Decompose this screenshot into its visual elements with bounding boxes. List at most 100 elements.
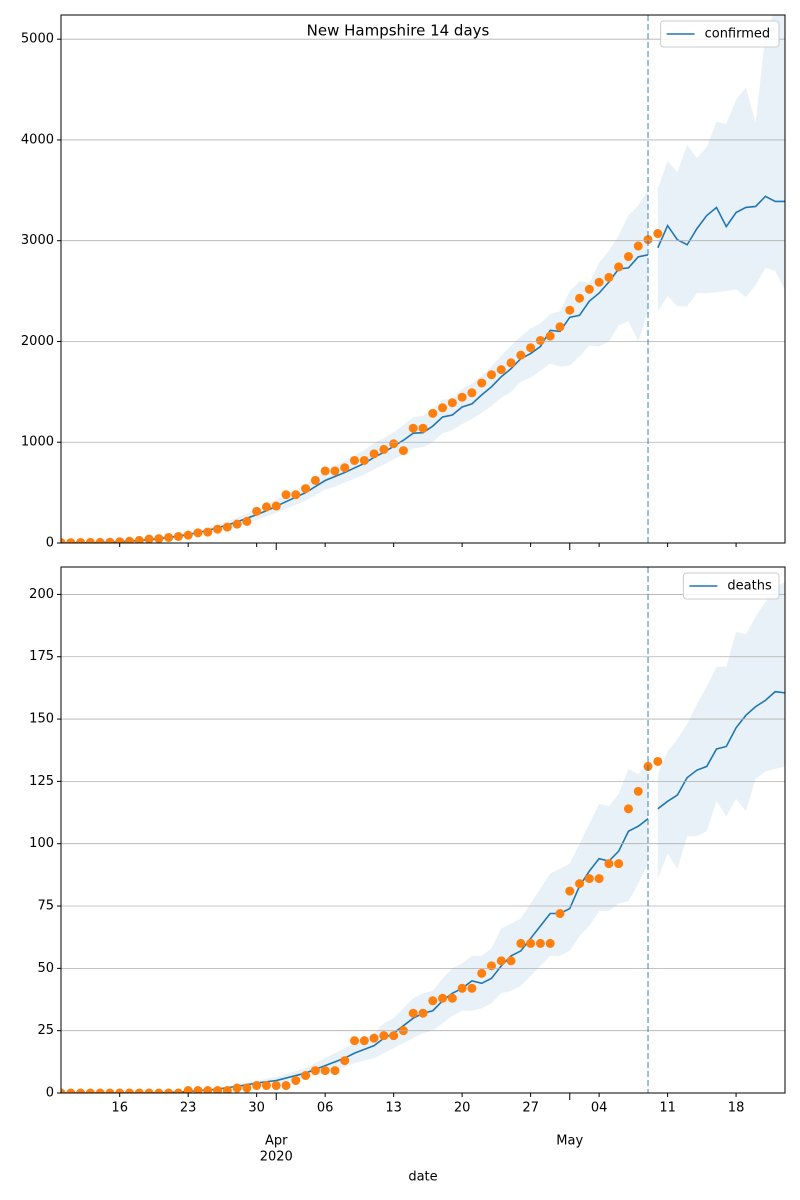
data-point xyxy=(61,1088,66,1093)
data-point xyxy=(575,879,585,889)
data-point xyxy=(252,1081,262,1091)
confidence-band xyxy=(657,15,785,312)
plot-area xyxy=(61,15,785,543)
data-point xyxy=(173,1088,183,1093)
y-tick-label: 25 xyxy=(37,1023,54,1038)
y-tick-label: 125 xyxy=(29,774,54,789)
data-point xyxy=(457,983,467,993)
data-point xyxy=(183,530,193,540)
data-point xyxy=(359,455,369,465)
data-point xyxy=(614,859,624,869)
y-tick-label: 5000 xyxy=(21,32,54,47)
data-point xyxy=(85,537,95,543)
data-point xyxy=(506,358,516,368)
data-point xyxy=(105,1088,115,1093)
data-point xyxy=(389,439,399,449)
data-point xyxy=(467,388,477,398)
data-point xyxy=(555,909,565,919)
data-point xyxy=(291,490,301,500)
y-tick-label: 200 xyxy=(29,587,54,602)
data-point xyxy=(604,859,614,869)
data-point xyxy=(271,1081,281,1091)
data-point xyxy=(584,874,594,884)
line xyxy=(61,254,649,543)
confidence-band xyxy=(61,763,649,1093)
axes-frame xyxy=(60,14,786,544)
data-point xyxy=(66,1088,76,1093)
data-point xyxy=(222,1086,232,1093)
data-point xyxy=(398,446,408,456)
data-point xyxy=(653,229,663,239)
legend-label: deaths xyxy=(727,579,772,594)
y-tick-label: 50 xyxy=(37,961,54,976)
line xyxy=(657,690,785,810)
data-point xyxy=(428,408,438,418)
data-point xyxy=(486,961,496,971)
data-point xyxy=(76,1088,86,1093)
data-point xyxy=(506,956,516,966)
data-point xyxy=(301,1071,311,1081)
data-point xyxy=(555,322,565,332)
data-point xyxy=(516,938,526,948)
data-point xyxy=(281,1081,291,1091)
data-point xyxy=(232,519,242,529)
chart-title: New Hampshire 14 days xyxy=(307,22,490,40)
data-point xyxy=(213,524,223,534)
data-point xyxy=(496,956,506,966)
x-major-label: Apr xyxy=(265,1134,288,1149)
data-point xyxy=(85,1088,95,1093)
data-point xyxy=(379,1031,389,1041)
data-point xyxy=(144,534,154,543)
data-point xyxy=(203,527,213,537)
y-tick-label: 75 xyxy=(37,899,54,914)
x-year-label: 2020 xyxy=(260,1150,293,1165)
data-point xyxy=(134,535,144,543)
data-point xyxy=(643,235,653,245)
data-point xyxy=(438,993,448,1003)
data-point xyxy=(154,1088,164,1093)
data-point xyxy=(565,886,575,896)
data-point xyxy=(623,252,633,262)
data-point xyxy=(61,538,66,543)
data-point xyxy=(66,538,76,543)
data-point xyxy=(320,1066,330,1076)
data-point xyxy=(545,938,555,948)
x-tick-label: 30 xyxy=(248,1101,265,1116)
data-point xyxy=(213,1086,223,1093)
x-tick-label: 23 xyxy=(180,1101,197,1116)
data-point xyxy=(134,1088,144,1093)
data-point xyxy=(291,1076,301,1086)
data-point xyxy=(516,350,526,360)
data-point xyxy=(222,522,232,532)
confidence-band xyxy=(61,190,649,543)
x-tick-label: 20 xyxy=(454,1101,471,1116)
data-point xyxy=(467,983,477,993)
x-tick-label: 13 xyxy=(385,1101,402,1116)
axes-frame xyxy=(60,566,786,1094)
data-point xyxy=(164,1088,174,1093)
data-point xyxy=(447,993,457,1003)
data-point xyxy=(330,1066,340,1076)
data-point xyxy=(614,262,624,272)
data-point xyxy=(477,968,487,978)
data-point xyxy=(418,1008,428,1018)
data-point xyxy=(340,1056,350,1066)
data-point xyxy=(310,1066,320,1076)
data-point xyxy=(604,272,614,282)
data-point xyxy=(369,449,379,459)
data-point xyxy=(594,874,604,884)
data-point xyxy=(124,536,134,543)
data-point xyxy=(232,1083,242,1093)
data-point xyxy=(457,392,467,402)
data-point xyxy=(633,241,643,251)
data-point xyxy=(320,466,330,476)
data-point xyxy=(526,938,536,948)
legend-label: confirmed xyxy=(705,27,771,42)
data-point xyxy=(281,490,291,500)
data-point xyxy=(105,537,115,543)
data-point xyxy=(350,1036,360,1046)
data-point xyxy=(95,1088,105,1093)
data-point xyxy=(486,370,496,380)
data-point xyxy=(76,537,86,543)
x-tick-label: 11 xyxy=(659,1101,676,1116)
